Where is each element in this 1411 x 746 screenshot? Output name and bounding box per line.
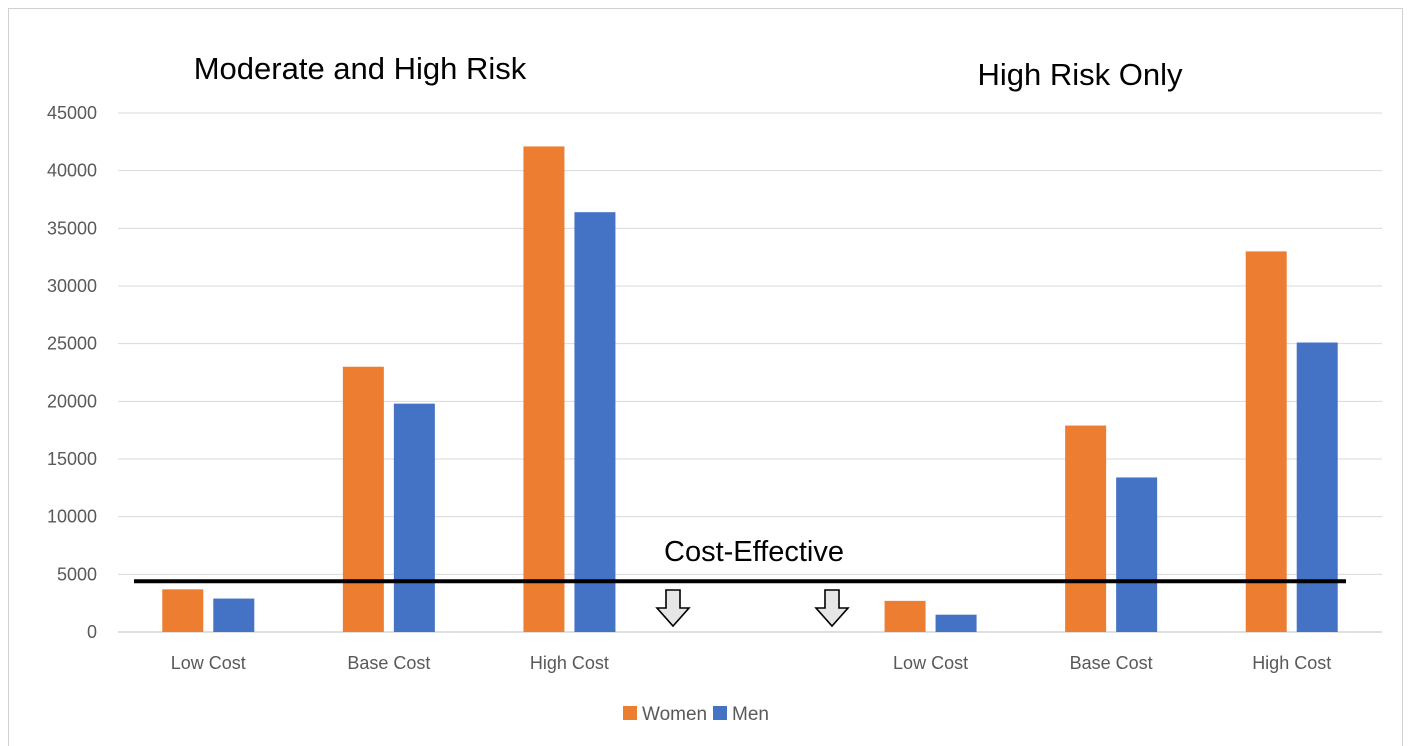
y-tick-label: 40000 — [47, 161, 97, 181]
bar-women — [162, 589, 204, 632]
gridlines — [118, 112, 1382, 633]
legend: Women Men — [623, 704, 769, 725]
y-tick-label: 15000 — [47, 449, 97, 469]
bar-men — [213, 598, 255, 632]
y-tick-label: 35000 — [47, 218, 97, 238]
x-tick-label: Base Cost — [347, 653, 430, 673]
bar-women — [342, 366, 384, 632]
legend-label: Women — [642, 704, 707, 725]
y-tick-label: 0 — [87, 622, 97, 642]
x-tick-label: Low Cost — [893, 653, 968, 673]
bar-women — [1245, 251, 1287, 632]
group-titles: Moderate and High Risk High Risk Only — [194, 51, 1183, 92]
y-tick-label: 25000 — [47, 334, 97, 354]
x-tick-label: Low Cost — [171, 653, 246, 673]
y-axis-ticks: 0 5000 10000 15000 20000 25000 30000 35000 40000… — [47, 103, 97, 642]
bar-men — [393, 403, 435, 632]
bar-women — [523, 146, 565, 633]
annotation-label: Cost-Effective — [664, 536, 844, 568]
x-axis-ticks: Low Cost Base Cost High Cost Low Cost Base C… — [171, 653, 1331, 673]
bar-men — [574, 212, 616, 633]
cost-effective-annotation: Cost-Effective — [134, 536, 1346, 628]
legend-swatch-women — [623, 706, 637, 720]
group-title: High Risk Only — [978, 57, 1183, 92]
bar-men — [1116, 477, 1158, 632]
x-tick-label: High Cost — [1252, 653, 1331, 673]
bars — [162, 146, 1338, 633]
bar-women — [1065, 425, 1107, 632]
y-tick-label: 5000 — [57, 564, 97, 584]
y-tick-label: 45000 — [47, 103, 97, 123]
y-tick-label: 30000 — [47, 276, 97, 296]
x-tick-label: High Cost — [530, 653, 609, 673]
down-arrow-icon — [814, 589, 850, 628]
bar-men — [935, 614, 977, 632]
y-tick-label: 10000 — [47, 507, 97, 527]
bar-women — [884, 600, 926, 632]
legend-swatch-men — [713, 706, 727, 720]
group-title: Moderate and High Risk — [194, 51, 527, 86]
x-tick-label: Base Cost — [1070, 653, 1153, 673]
bar-men — [1296, 342, 1338, 632]
y-tick-label: 20000 — [47, 391, 97, 411]
down-arrow-icon — [655, 589, 691, 628]
legend-label: Men — [732, 704, 769, 725]
